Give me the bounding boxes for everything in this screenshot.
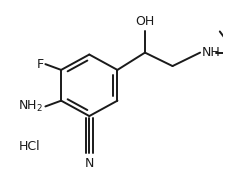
Text: F: F (36, 58, 43, 71)
Text: HCl: HCl (18, 140, 40, 153)
Text: NH: NH (201, 46, 220, 59)
Text: N: N (84, 157, 94, 170)
Text: NH$_2$: NH$_2$ (18, 99, 43, 114)
Text: OH: OH (135, 15, 154, 28)
